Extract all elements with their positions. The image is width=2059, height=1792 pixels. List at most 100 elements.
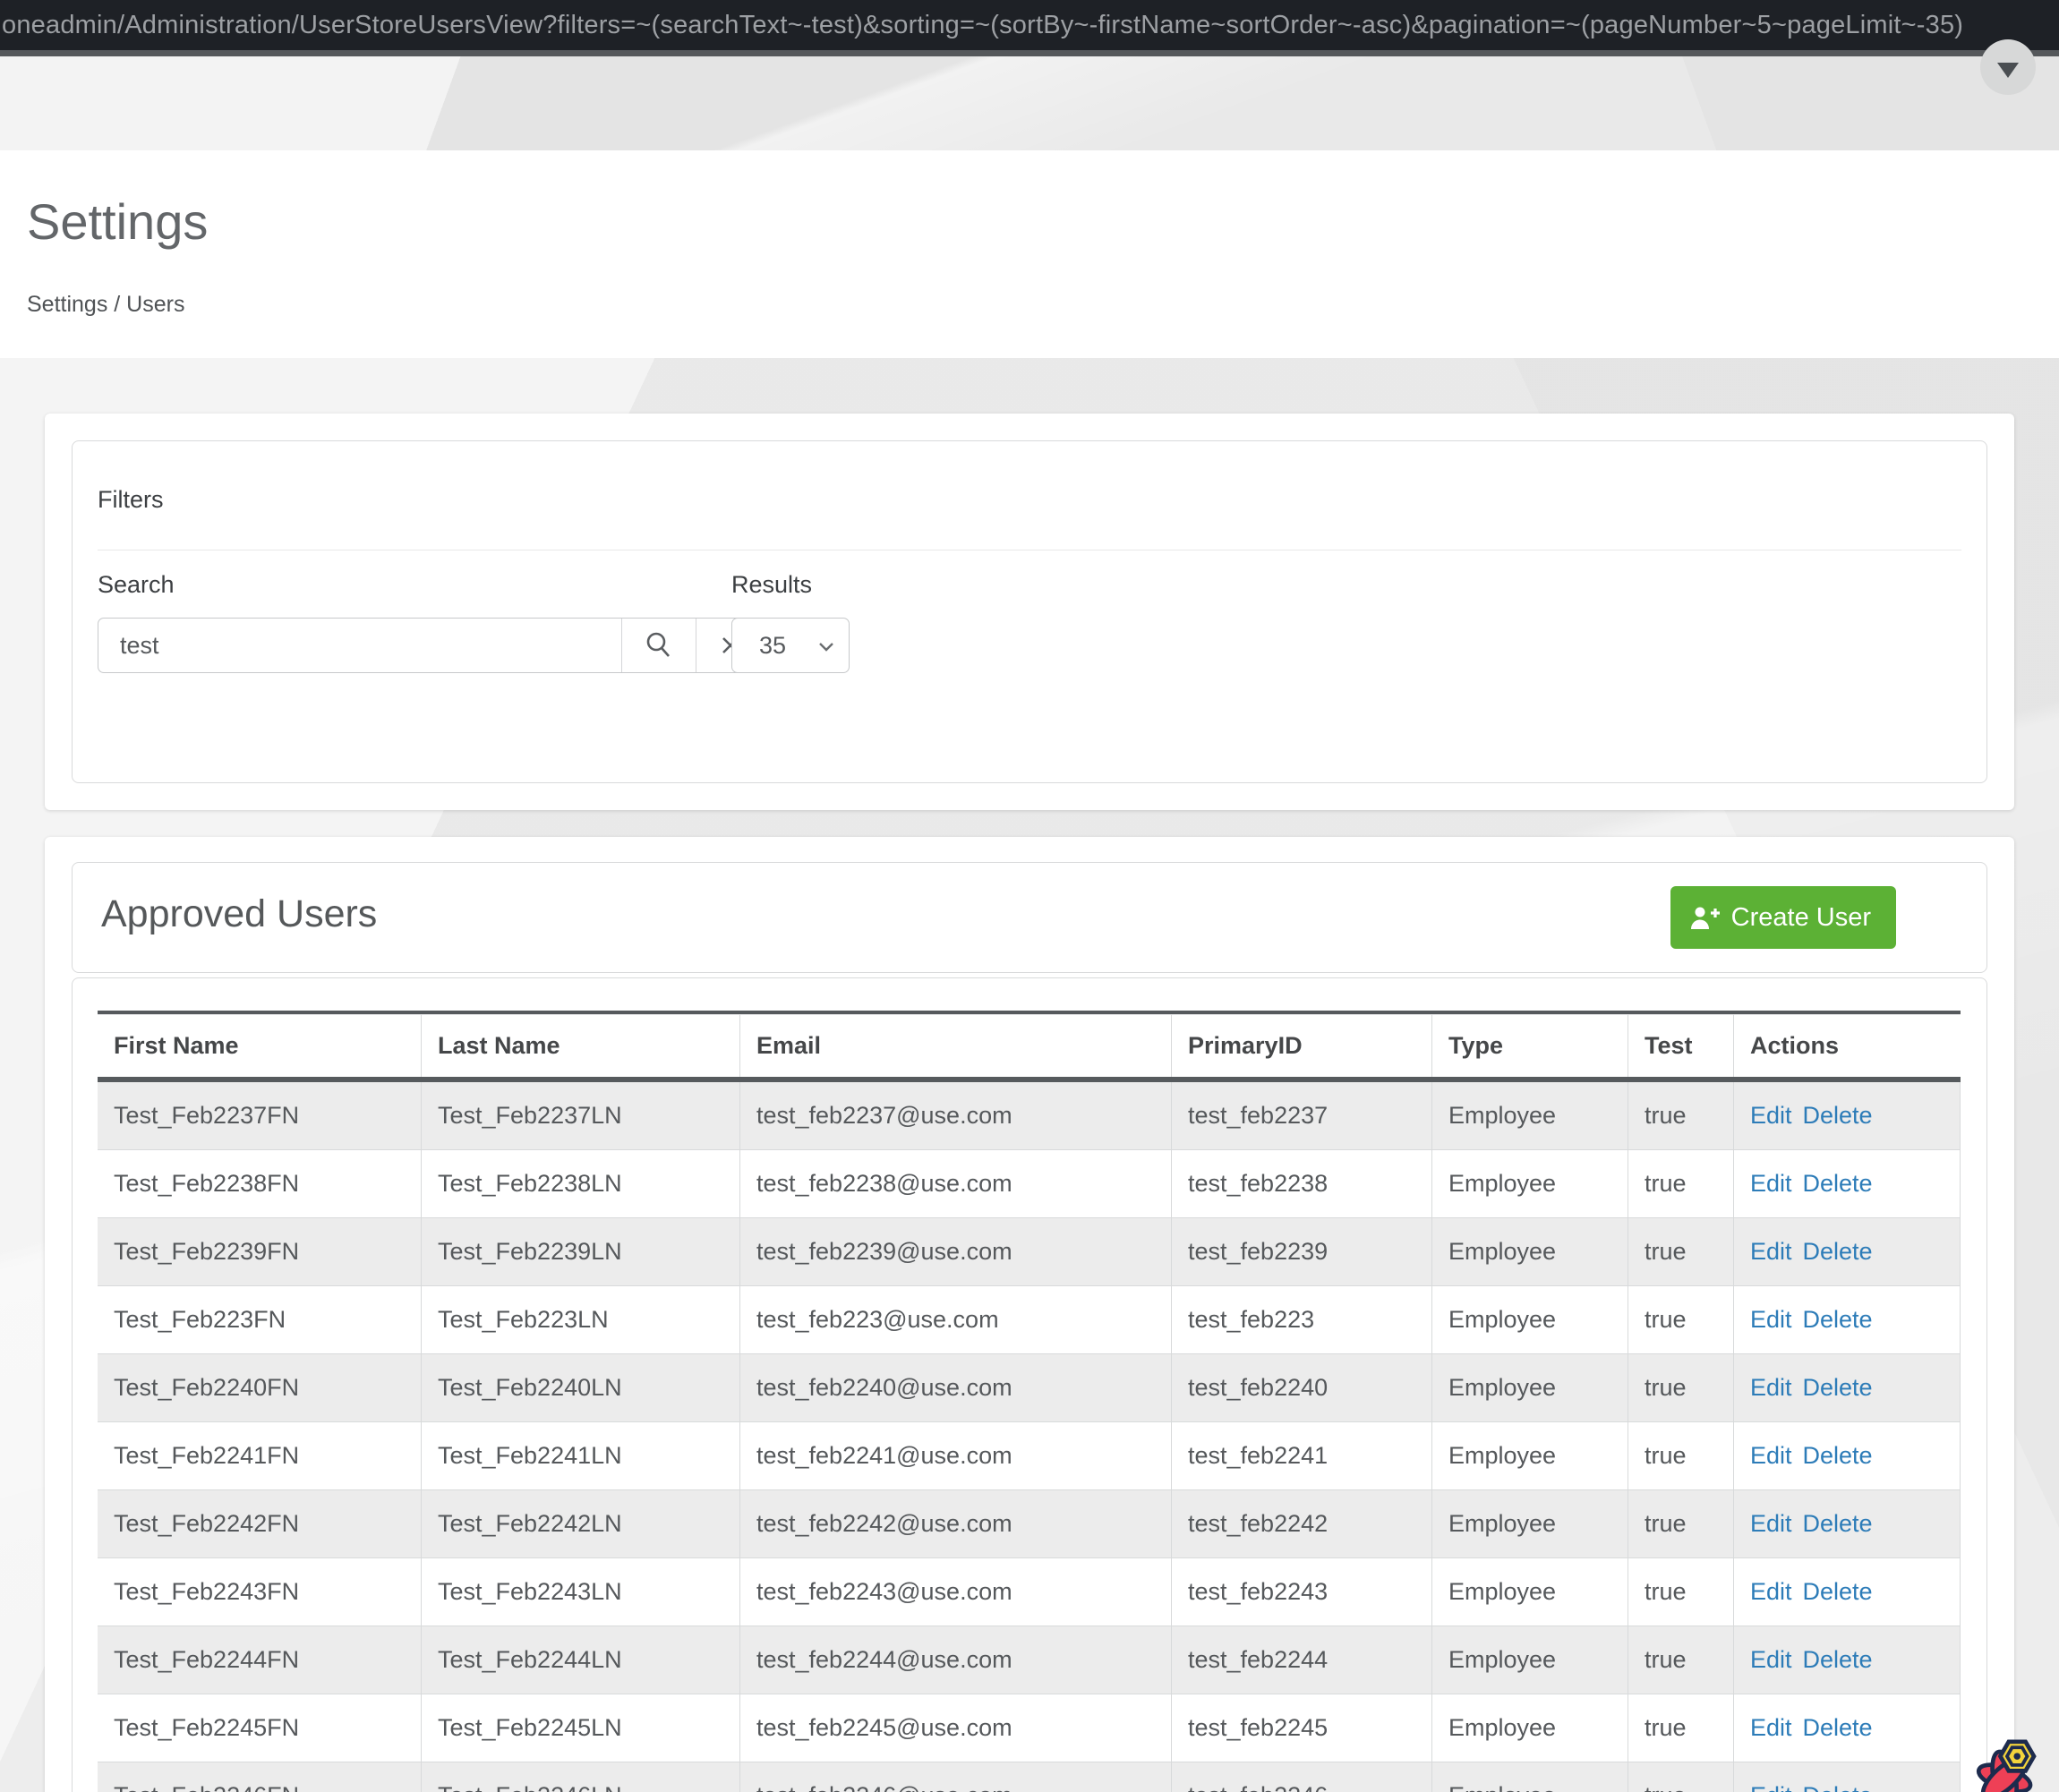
cell-email: test_feb2246@use.com [740,1762,1172,1792]
table-row: Test_Feb2243FN Test_Feb2243LN test_feb2243… [98,1558,1961,1626]
table-row: Test_Feb223FN Test_Feb223LN test_feb223@us… [98,1286,1961,1354]
search-input[interactable] [98,619,621,672]
header-cell-test[interactable]: Test [1628,1014,1734,1077]
cell-primary-id: test_feb223 [1172,1286,1432,1353]
cell-type: Employee [1432,1490,1628,1557]
cell-type: Employee [1432,1082,1628,1149]
chevron-down-triangle-icon [1997,62,2019,78]
cell-primary-id: test_feb2237 [1172,1082,1432,1149]
search-button[interactable] [621,619,696,672]
table-row: Test_Feb2239FN Test_Feb2239LN test_feb2239… [98,1218,1961,1286]
delete-link[interactable]: Delete [1802,1306,1873,1333]
delete-link[interactable]: Delete [1802,1238,1873,1265]
cell-email: test_feb223@use.com [740,1286,1172,1353]
delete-link[interactable]: Delete [1802,1646,1873,1673]
cell-actions: Edit Delete [1734,1354,1961,1421]
header-cell-last-name[interactable]: Last Name [422,1014,740,1077]
cell-primary-id: test_feb2242 [1172,1490,1432,1557]
header-cell-type[interactable]: Type [1432,1014,1628,1077]
cell-email: test_feb2242@use.com [740,1490,1172,1557]
cell-email: test_feb2239@use.com [740,1218,1172,1285]
cell-last-name: Test_Feb2242LN [422,1490,740,1557]
edit-link[interactable]: Edit [1750,1374,1792,1401]
delete-link[interactable]: Delete [1803,1782,1873,1792]
cell-test: true [1628,1354,1734,1421]
title-band: Settings Settings / Users [0,150,2059,358]
cell-actions: Edit Delete [1734,1626,1961,1694]
cell-email: test_feb2240@use.com [740,1354,1172,1421]
edit-link[interactable]: Edit [1750,1714,1792,1741]
url-bar[interactable]: oneadmin/Administration/UserStoreUsersVi… [0,0,2059,50]
edit-link[interactable]: Edit [1750,1102,1792,1129]
cell-actions: Edit Delete [1734,1694,1961,1762]
cell-first-name: Test_Feb2245FN [98,1694,422,1762]
cell-test: true [1628,1490,1734,1557]
edit-link[interactable]: Edit [1750,1442,1792,1469]
cell-email: test_feb2238@use.com [740,1150,1172,1217]
filters-panel: Filters Search Results [72,440,1987,783]
filters-title: Filters [98,486,164,513]
cell-first-name: Test_Feb2246FN [98,1762,422,1792]
cell-actions: Edit Delete [1734,1490,1961,1557]
users-table: First Name Last Name Email PrimaryID Type Tes… [98,1011,1961,1792]
header-cell-actions[interactable]: Actions [1734,1014,1961,1077]
cell-test: true [1628,1082,1734,1149]
table-body: Test_Feb2237FN Test_Feb2237LN test_feb2237… [98,1082,1961,1792]
delete-link[interactable]: Delete [1802,1578,1873,1605]
table-row: Test_Feb2238FN Test_Feb2238LN test_feb2238… [98,1150,1961,1218]
cell-primary-id: test_feb2244 [1172,1626,1432,1694]
cell-first-name: Test_Feb2240FN [98,1354,422,1421]
edit-link[interactable]: Edit [1750,1782,1792,1792]
cell-primary-id: test_feb2240 [1172,1354,1432,1421]
breadcrumb[interactable]: Settings / Users [27,292,185,317]
create-user-label: Create User [1730,902,1871,932]
table-row: Test_Feb2244FN Test_Feb2244LN test_feb2244… [98,1626,1961,1694]
cell-type: Employee [1432,1354,1628,1421]
delete-link[interactable]: Delete [1802,1442,1873,1469]
cell-last-name: Test_Feb2240LN [422,1354,740,1421]
edit-link[interactable]: Edit [1750,1510,1792,1537]
edit-link[interactable]: Edit [1750,1646,1792,1673]
header-cell-email[interactable]: Email [740,1014,1172,1077]
search-label: Search [98,571,175,598]
cell-last-name: Test_Feb2241LN [422,1422,740,1489]
cell-test: true [1628,1286,1734,1353]
results-select[interactable]: 35 [731,618,850,673]
cell-first-name: Test_Feb2244FN [98,1626,422,1694]
cell-email: test_feb2237@use.com [740,1082,1172,1149]
cell-email: test_feb2243@use.com [740,1558,1172,1626]
delete-link[interactable]: Delete [1802,1170,1873,1197]
cell-test: true [1628,1694,1734,1762]
collapse-header-button[interactable] [1980,39,2036,95]
header-cell-primary-id[interactable]: PrimaryID [1172,1014,1432,1077]
chevron-down-icon [819,643,833,652]
cell-last-name: Test_Feb2239LN [422,1218,740,1285]
results-label: Results [731,571,813,598]
create-user-button[interactable]: Create User [1670,886,1896,949]
edit-link[interactable]: Edit [1750,1578,1792,1605]
cell-type: Employee [1432,1626,1628,1694]
header-cell-first-name[interactable]: First Name [98,1014,422,1077]
cell-last-name: Test_Feb2237LN [422,1082,740,1149]
delete-link[interactable]: Delete [1802,1374,1873,1401]
search-input-group [98,618,765,673]
edit-link[interactable]: Edit [1750,1238,1792,1265]
table-row: Test_Feb2246FNTest_Feb2246LNtest_feb2246… [98,1762,1961,1792]
edit-link[interactable]: Edit [1750,1170,1792,1197]
table-row: Test_Feb2240FN Test_Feb2240LN test_feb2240… [98,1354,1961,1422]
filters-card: Filters Search Results [45,414,2014,810]
cell-actions: Edit Delete [1734,1558,1961,1626]
delete-link[interactable]: Delete [1802,1714,1873,1741]
delete-link[interactable]: Delete [1802,1102,1873,1129]
delete-link[interactable]: Delete [1802,1510,1873,1537]
cell-type: Employee [1432,1558,1628,1626]
users-table-panel: First Name Last Name Email PrimaryID Type Tes… [72,977,1987,1792]
cell-email: test_feb2241@use.com [740,1422,1172,1489]
cell-type: Employee [1432,1422,1628,1489]
cell-test: true [1628,1626,1734,1694]
edit-link[interactable]: Edit [1750,1306,1792,1333]
table-header-separator [98,1077,1961,1082]
cell-test: true [1628,1422,1734,1489]
cell-test: true [1628,1150,1734,1217]
